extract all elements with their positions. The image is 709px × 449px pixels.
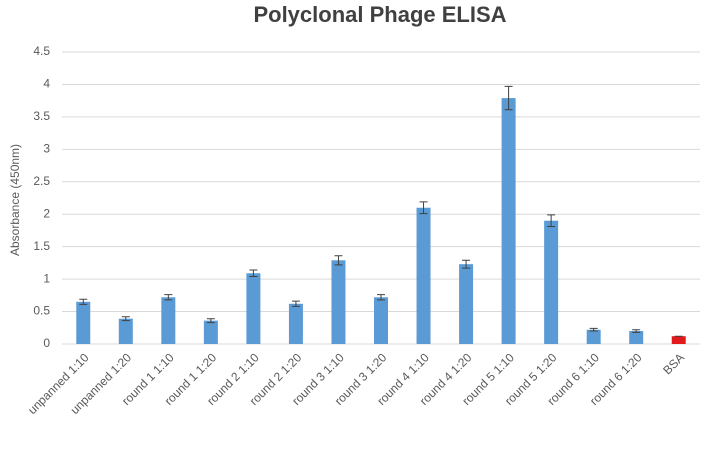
- x-tick-label: BSA: [660, 350, 687, 377]
- y-tick-label: 0: [43, 336, 50, 350]
- error-bar: [377, 294, 385, 301]
- bar: [288, 303, 303, 344]
- bar: [629, 331, 644, 344]
- error-bar: [504, 85, 513, 111]
- error-bar: [206, 318, 215, 324]
- bar: [374, 297, 388, 344]
- y-tick-label: 3: [43, 142, 50, 156]
- y-axis-title: Absorbance (450nm): [8, 144, 22, 256]
- bar: [416, 207, 431, 344]
- bar: [501, 98, 516, 345]
- error-bar: [632, 329, 641, 333]
- bar: [459, 264, 474, 344]
- bar: [331, 260, 346, 344]
- bar: [544, 220, 559, 344]
- error-bar: [547, 214, 556, 228]
- error-bar: [121, 316, 130, 322]
- bar: [76, 301, 91, 344]
- y-tick-label: 3.5: [33, 109, 50, 123]
- bar: [246, 273, 261, 344]
- bar: [161, 297, 176, 344]
- bar: [118, 318, 133, 344]
- y-tick-label: 1.5: [33, 239, 50, 253]
- y-tick-label: 4.5: [33, 44, 50, 58]
- error-bar: [334, 255, 343, 266]
- bar: [671, 336, 686, 344]
- y-tick-label: 1: [43, 271, 50, 285]
- error-bar: [79, 298, 88, 305]
- error-bar: [164, 294, 173, 301]
- error-bar: [249, 269, 258, 278]
- error-bar: [462, 259, 471, 269]
- chart-title: Polyclonal Phage ELISA: [253, 2, 506, 27]
- y-tick-label: 0.5: [33, 304, 50, 318]
- error-bar: [291, 300, 300, 307]
- bar: [586, 329, 601, 344]
- y-tick-label: 2.5: [33, 174, 50, 188]
- error-bar: [419, 201, 428, 215]
- error-bar: [589, 327, 598, 332]
- bar: [203, 320, 218, 344]
- y-tick-label: 4: [43, 77, 50, 91]
- y-tick-label: 2: [43, 206, 50, 220]
